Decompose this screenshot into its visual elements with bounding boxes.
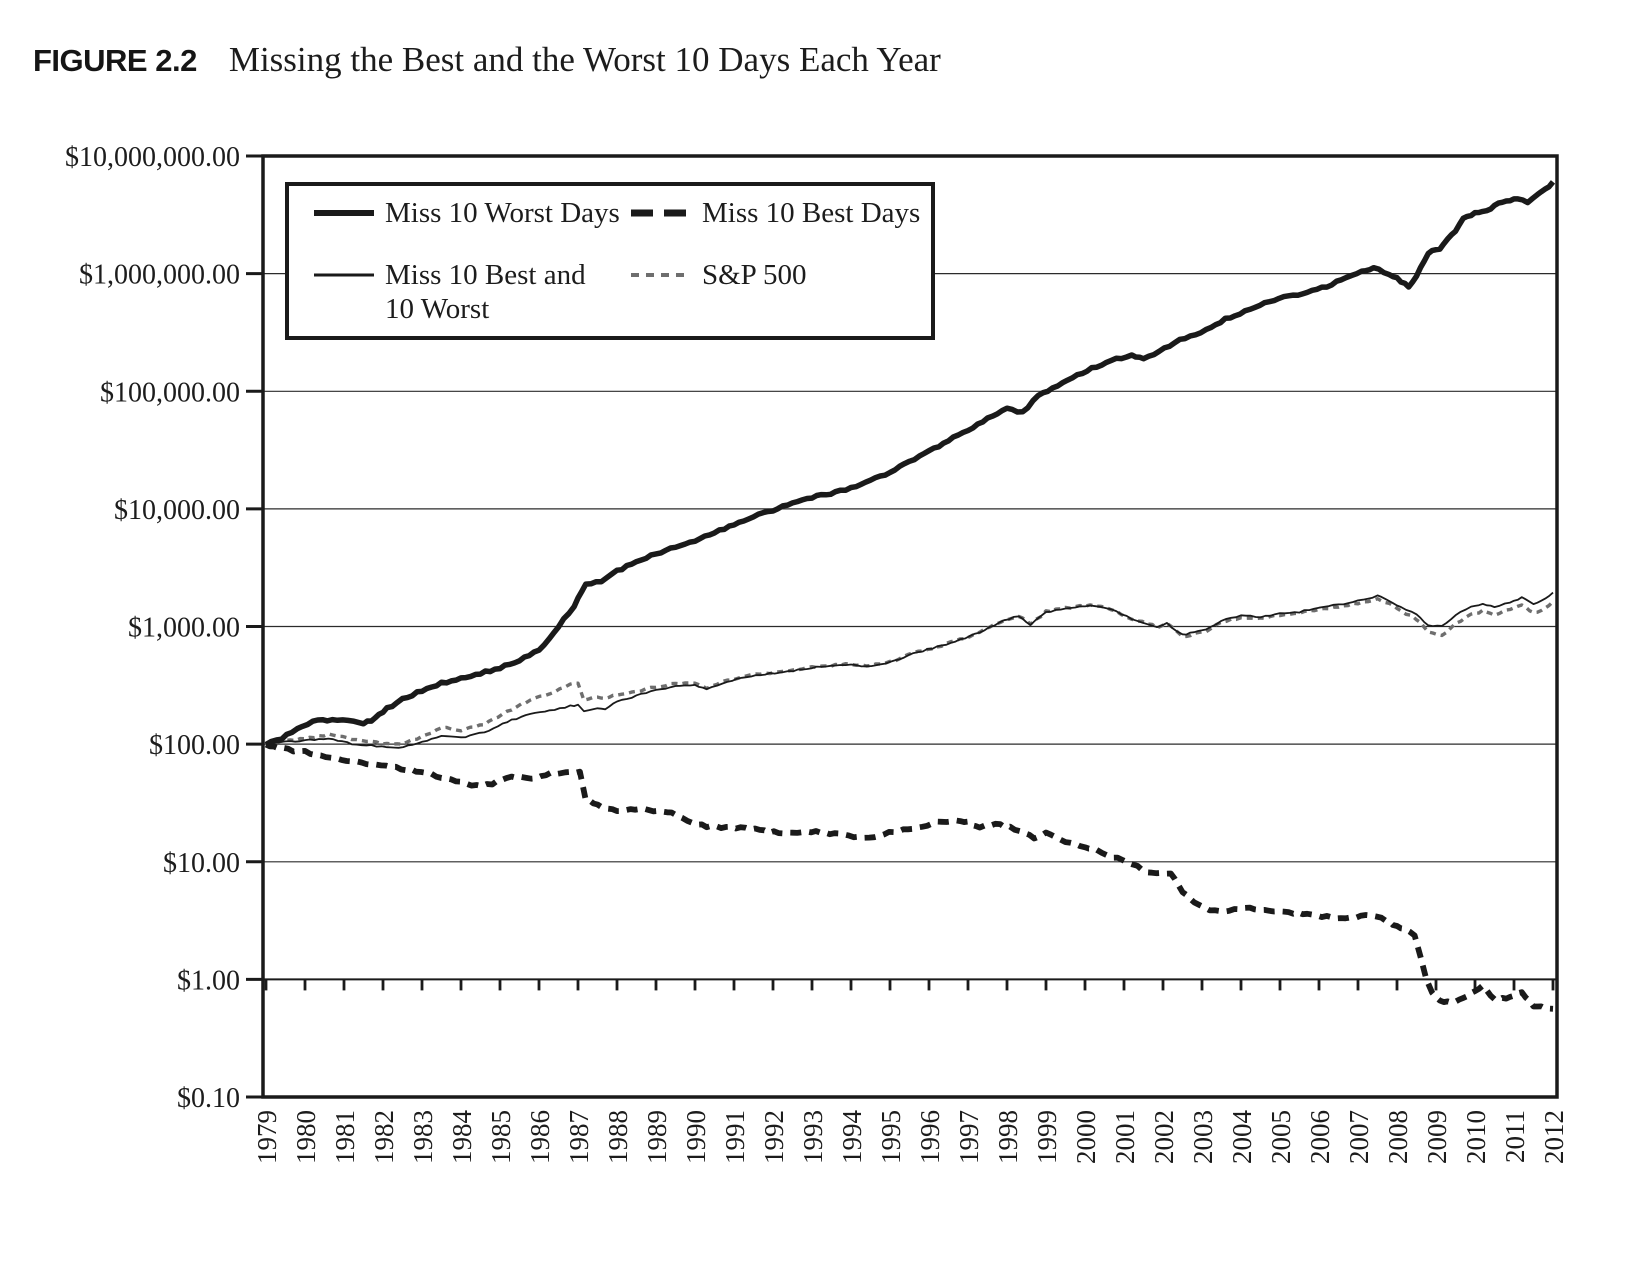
- x-tick-label: 1987: [564, 1110, 594, 1164]
- legend-label-line1: Miss 10 Best and: [385, 259, 586, 291]
- x-tick-label: 1981: [330, 1110, 360, 1164]
- legend-label: S&P 500: [702, 259, 807, 291]
- x-tick-label: 2007: [1344, 1110, 1374, 1164]
- figure-title: Missing the Best and the Worst 10 Days E…: [228, 40, 941, 79]
- y-tick-label: $10.00: [163, 848, 240, 879]
- x-tick-label: 1985: [486, 1110, 516, 1164]
- figure-heading: FIGURE 2.2 Missing the Best and the Worst…: [33, 40, 941, 80]
- x-tick-label: 2003: [1188, 1110, 1218, 1164]
- x-tick-label: 2002: [1149, 1110, 1179, 1164]
- y-tick-label: $0.10: [177, 1083, 240, 1114]
- x-tick-label: 1982: [369, 1110, 399, 1164]
- x-tick-label: 1999: [1032, 1110, 1062, 1164]
- legend-item-miss-10-best-days: Miss 10 Best Days: [630, 196, 920, 230]
- x-tick-label: 1988: [603, 1110, 633, 1164]
- chart-legend: Miss 10 Worst Days Miss 10 Best Days Mis…: [285, 182, 935, 340]
- legend-label: Miss 10 Best and 10 Worst: [385, 258, 586, 326]
- x-tick-label: 1979: [252, 1110, 282, 1164]
- thin-solid-line-sample-icon: [314, 273, 374, 277]
- y-tick-label: $1,000.00: [128, 613, 240, 644]
- y-tick-label: $1.00: [177, 965, 240, 996]
- x-tick-label: 1997: [954, 1110, 984, 1164]
- x-tick-label: 1992: [759, 1110, 789, 1164]
- x-tick-label: 2008: [1383, 1110, 1413, 1164]
- x-tick-label: 1998: [993, 1110, 1023, 1164]
- y-tick-label: $10,000,000.00: [65, 142, 240, 173]
- series-miss-10-worst-days: [264, 180, 1556, 747]
- legend-item-sp-500: S&P 500: [630, 258, 807, 292]
- x-tick-label: 2011: [1500, 1110, 1530, 1163]
- x-tick-label: 1980: [291, 1110, 321, 1164]
- x-tick-label: 1991: [720, 1110, 750, 1164]
- series-miss-10-best-days: [264, 741, 1554, 1012]
- legend-item-miss-10-worst-days: Miss 10 Worst Days: [313, 196, 620, 230]
- x-tick-label: 1994: [837, 1110, 867, 1165]
- y-tick-label: $1,000,000.00: [79, 260, 240, 291]
- x-tick-label: 2006: [1305, 1110, 1335, 1164]
- plot-frame: [261, 154, 1559, 1099]
- legend-label-line2: 10 Worst: [385, 293, 490, 325]
- legend-label: Miss 10 Best Days: [702, 197, 921, 229]
- x-tick-label: 2010: [1461, 1110, 1491, 1164]
- legend-item-miss-10-best-and-10-worst: Miss 10 Best and 10 Worst: [313, 258, 586, 326]
- x-tick-label: 1983: [408, 1110, 438, 1164]
- legend-label: Miss 10 Worst Days: [385, 197, 620, 229]
- x-tick-label: 1990: [681, 1110, 711, 1164]
- x-tick-label: 1989: [642, 1110, 672, 1164]
- x-tick-label: 1984: [447, 1110, 477, 1165]
- x-tick-label: 1996: [915, 1110, 945, 1164]
- x-tick-label: 2001: [1110, 1110, 1140, 1164]
- thick-dashed-line-sample-icon: [631, 209, 691, 217]
- thick-solid-line-sample-icon: [314, 210, 374, 216]
- y-tick-label: $10,000.00: [114, 495, 240, 526]
- x-tick-label: 1993: [798, 1110, 828, 1164]
- gray-dashed-line-sample-icon: [631, 273, 691, 277]
- x-tick-label: 2012: [1539, 1110, 1569, 1164]
- y-tick-label: $100,000.00: [100, 377, 240, 408]
- series-miss-10-best-and-10-worst: [265, 591, 1554, 749]
- x-tick-label: 1995: [876, 1110, 906, 1164]
- x-tick-label: 2004: [1227, 1110, 1257, 1165]
- x-tick-label: 2009: [1422, 1110, 1452, 1164]
- x-tick-label: 2000: [1071, 1110, 1101, 1164]
- series-s-p-500: [265, 597, 1555, 747]
- x-tick-label: 2005: [1266, 1110, 1296, 1164]
- y-tick-label: $100.00: [149, 730, 240, 761]
- x-tick-label: 1986: [525, 1110, 555, 1164]
- figure-label: FIGURE 2.2: [33, 43, 197, 78]
